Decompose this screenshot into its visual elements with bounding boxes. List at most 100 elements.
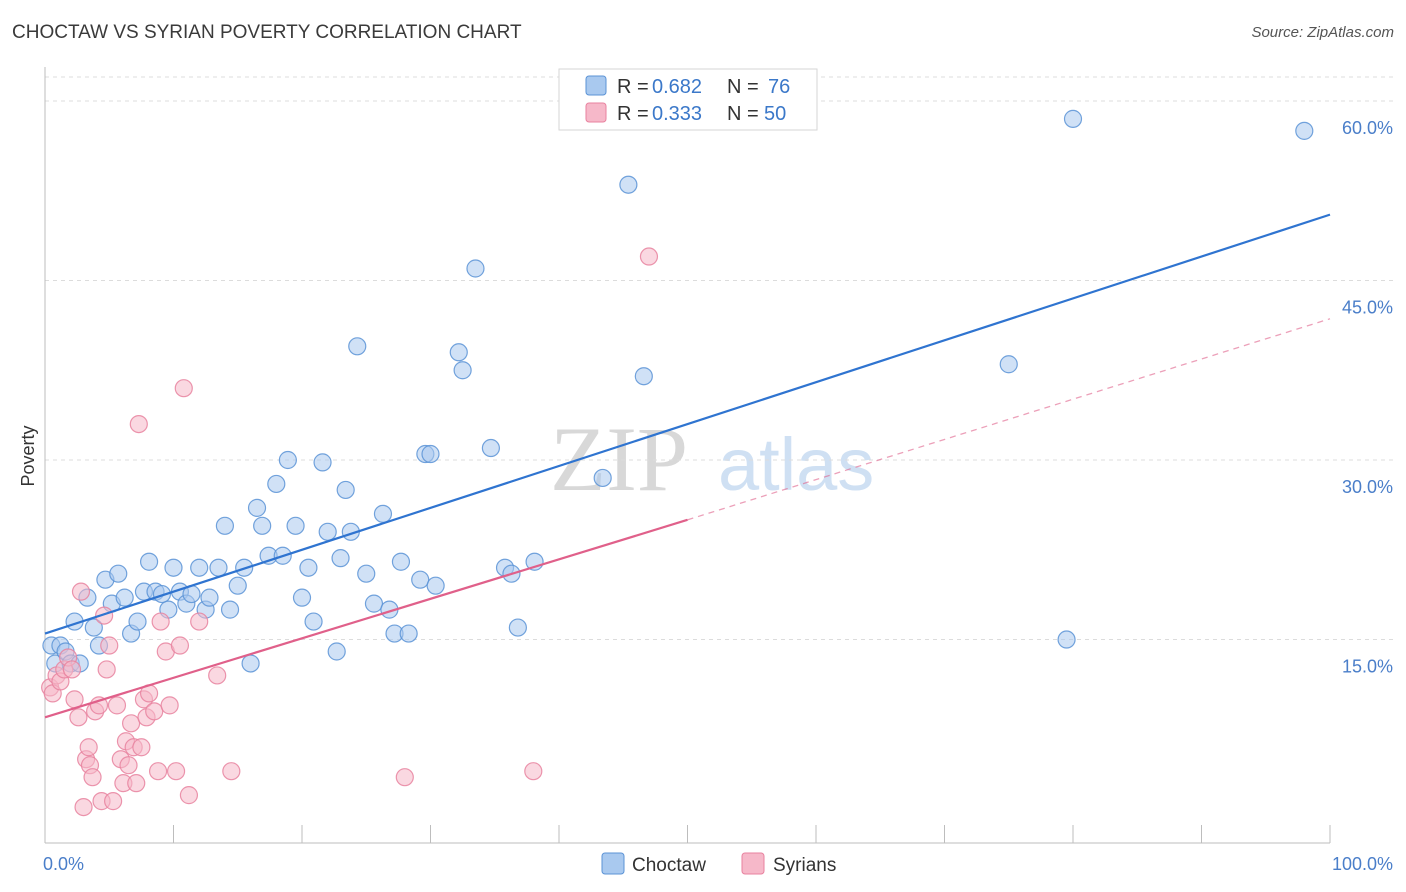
- choctaw-point: [109, 564, 128, 583]
- choctaw-point: [1057, 630, 1076, 649]
- x-tick-label: 0.0%: [43, 854, 84, 874]
- syrian-point: [166, 762, 186, 781]
- axes: 15.0% 30.0% 45.0% 60.0% 0.0% 100.0%: [43, 67, 1393, 874]
- y-tick-label: 60.0%: [1342, 118, 1393, 138]
- y-axis-title: Poverty: [18, 425, 38, 486]
- y-tick-label: 45.0%: [1342, 297, 1393, 317]
- syrian-point: [71, 582, 91, 601]
- legend-n-label-choctaw: N =: [727, 76, 759, 98]
- choctaw-point: [267, 474, 286, 494]
- syrian-point: [639, 247, 659, 266]
- choctaw-point: [313, 453, 332, 472]
- trend-lines: [44, 213, 1331, 719]
- syrian-point: [69, 708, 88, 727]
- legend-n-value-syrians: 50: [764, 103, 786, 125]
- syrian-point: [151, 612, 170, 631]
- choctaw-point: [426, 576, 445, 595]
- choctaw-point: [299, 558, 318, 577]
- choctaw-point: [1295, 121, 1314, 140]
- syrian-point: [74, 797, 93, 817]
- choctaw-point: [481, 438, 500, 458]
- choctaw-point: [115, 588, 134, 607]
- source-credit: Source: ZipAtlas.com: [1251, 24, 1394, 41]
- syrian-point: [395, 768, 414, 787]
- legend-n-value-choctaw: 76: [768, 76, 790, 98]
- syrian-point: [148, 762, 168, 781]
- watermark-zip: ZIP: [550, 408, 688, 510]
- choctaw-point: [411, 570, 430, 589]
- choctaw-point: [508, 618, 527, 637]
- choctaw-point: [220, 600, 240, 619]
- grid: [45, 76, 1395, 641]
- bottom-legend-swatch-syrians: [741, 852, 765, 875]
- syrian-trend-line: [44, 518, 688, 719]
- x-tick-label: 100.0%: [1332, 854, 1393, 874]
- syrian-point: [145, 702, 164, 721]
- choctaw-point: [421, 444, 440, 464]
- choctaw-point: [200, 588, 219, 607]
- chart-title: CHOCTAW VS SYRIAN POVERTY CORRELATION CH…: [12, 22, 522, 43]
- syrian-trend-extension: [687, 318, 1331, 521]
- choctaw-point: [139, 552, 159, 571]
- syrian-point: [119, 756, 138, 775]
- syrian-point: [79, 738, 98, 757]
- choctaw-point: [364, 594, 384, 613]
- choctaw-point: [190, 558, 209, 577]
- choctaw-trend-line: [44, 213, 1331, 635]
- choctaw-point: [634, 367, 653, 386]
- legend-r-label-choctaw: R =: [617, 76, 649, 98]
- syrian-point: [208, 666, 227, 685]
- syrian-point: [160, 696, 179, 715]
- syrian-point: [104, 792, 123, 811]
- choctaw-point: [449, 343, 468, 362]
- choctaw-point: [286, 516, 305, 535]
- legend-r-value-choctaw: 0.682: [652, 76, 702, 98]
- choctaw-point: [619, 175, 638, 194]
- correlation-legend: R = 0.682 N = 76 R = 0.333 N = 50: [558, 68, 818, 131]
- choctaw-point: [466, 259, 485, 278]
- legend-n-label-syrians: N =: [727, 103, 759, 125]
- choctaw-point: [391, 552, 411, 571]
- choctaw-point: [152, 584, 172, 604]
- syrian-point: [107, 696, 127, 715]
- choctaw-point: [1063, 109, 1083, 128]
- choctaw-point: [331, 549, 350, 568]
- y-tick-label: 30.0%: [1342, 477, 1393, 497]
- choctaw-point: [253, 516, 272, 535]
- choctaw-point: [453, 361, 472, 380]
- choctaw-point: [348, 337, 367, 356]
- syrian-point: [129, 414, 148, 434]
- legend-swatch-choctaw: [585, 75, 607, 96]
- watermark-atlas: atlas: [718, 423, 874, 506]
- syrian-point: [97, 660, 116, 679]
- choctaw-point: [373, 504, 393, 523]
- syrian-point: [170, 636, 190, 655]
- syrian-point: [121, 714, 141, 733]
- choctaw-point: [327, 642, 346, 661]
- syrian-point: [95, 606, 114, 625]
- choctaw-point: [228, 576, 247, 595]
- syrian-point: [190, 612, 209, 631]
- choctaw-point: [209, 558, 228, 577]
- series-legend: Choctaw Syrians: [601, 852, 836, 876]
- choctaw-point: [292, 588, 312, 607]
- choctaw-point: [999, 355, 1018, 374]
- syrian-point: [62, 660, 82, 679]
- choctaw-point: [241, 654, 260, 673]
- syrian-point: [100, 636, 119, 655]
- syrian-point: [132, 738, 151, 757]
- choctaw-point: [247, 498, 267, 517]
- choctaw-point: [164, 558, 183, 577]
- choctaw-point: [128, 612, 147, 631]
- choctaw-point: [357, 564, 376, 583]
- bottom-legend-swatch-choctaw: [601, 852, 625, 875]
- y-tick-label: 15.0%: [1342, 657, 1393, 677]
- syrian-point: [127, 774, 146, 793]
- choctaw-point: [278, 450, 297, 470]
- bottom-legend-label-choctaw: Choctaw: [632, 855, 706, 876]
- choctaw-point: [318, 522, 337, 541]
- syrian-point: [179, 786, 199, 805]
- choctaw-point: [593, 468, 612, 488]
- syrian-point: [83, 768, 102, 787]
